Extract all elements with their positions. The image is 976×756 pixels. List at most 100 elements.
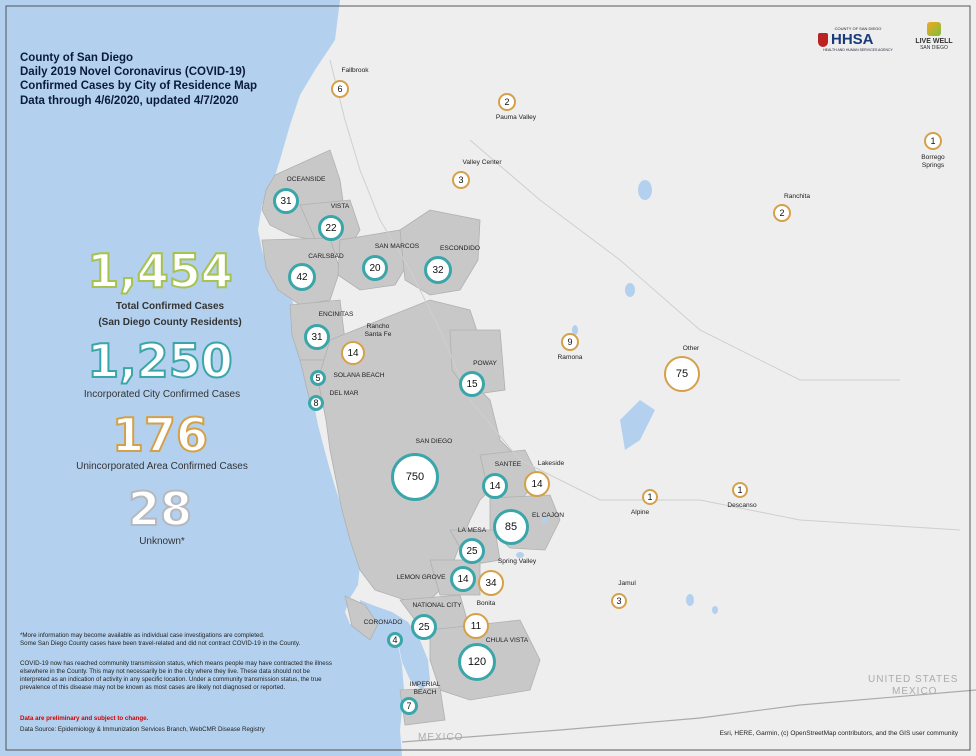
label-mexico: MEXICO [892,686,937,697]
footnote-2: Some San Diego County cases have been tr… [20,640,340,648]
case-bubble-encinitas: 31 [304,324,330,350]
place-label-rancho-santa-fe: Rancho Santa Fe [358,323,398,339]
total-cases-value: 1,454 [60,244,260,298]
case-count: 31 [311,332,322,343]
place-label-spring-valley: Spring Valley [477,558,557,565]
case-count: 11 [471,621,481,632]
case-count: 1 [930,136,935,146]
place-label-solana-beach: SOLANA BEACH [319,372,399,379]
place-label-la-mesa: LA MESA [432,527,512,534]
place-label-oceanside: OCEANSIDE [266,176,346,183]
place-label-lemon-grove: LEMON GROVE [381,574,461,581]
case-count: 14 [531,479,542,490]
case-count: 3 [616,596,621,606]
case-bubble-santee: 14 [482,473,508,499]
hhsa-logo-sub: HEALTH AND HUMAN SERVICES AGENCY [818,48,898,52]
place-label-alpine: Alpine [600,509,680,516]
case-bubble-fallbrook: 6 [331,80,349,98]
map-attribution: Esri, HERE, Garmin, (c) OpenStreetMap co… [720,730,958,737]
case-bubble-jamul: 3 [611,593,627,609]
case-count: 3 [458,175,463,185]
case-count: 25 [466,546,477,557]
place-label-ramona: Ramona [530,354,610,361]
place-label-bonita: Bonita [446,600,526,607]
place-label-carlsbad: CARLSBAD [286,253,366,260]
unincorporated-cases-value: 176 [60,408,260,462]
place-label-escondido: ESCONDIDO [420,245,500,252]
title-line-4: Data through 4/6/2020, updated 4/7/2020 [20,95,239,107]
place-label-del-mar: DEL MAR [304,390,384,397]
hhsa-logo: COUNTY OF SAN DIEGO HHSA HEALTH AND HUMA… [818,26,898,52]
case-count: 20 [369,263,380,274]
case-bubble-lakeside: 14 [524,471,550,497]
footnote-1: *More information may become available a… [20,632,340,640]
place-label-vista: VISTA [300,203,380,210]
case-bubble-other: 75 [664,356,700,392]
title-line-1: County of San Diego [20,52,133,64]
case-count: 9 [567,337,572,347]
case-count: 14 [489,481,500,492]
case-count: 2 [779,208,784,218]
label-mexico-bottom: MEXICO [418,732,463,743]
place-label-lakeside: Lakeside [511,460,591,467]
case-bubble-valley-center: 3 [452,171,470,189]
case-bubble-vista: 22 [318,215,344,241]
case-count: 1 [737,485,742,495]
unknown-cases-caption: Unknown* [52,536,272,547]
case-count: 120 [468,656,486,668]
case-bubble-imperial-beach: 7 [400,697,418,715]
footnote-red: Data are preliminary and subject to chan… [20,715,340,723]
total-cases-caption-sub: (San Diego County Residents) [60,317,280,328]
case-bubble-ranchita: 2 [773,204,791,222]
place-label-pauma-valley: Pauma Valley [476,114,556,121]
incorporated-cases-caption: Incorporated City Confirmed Cases [52,389,272,400]
case-bubble-coronado: 4 [387,632,403,648]
case-count: 34 [485,578,496,589]
case-bubble-escondido: 32 [424,256,452,284]
livewell-icon [927,22,941,36]
title-line-3: Confirmed Cases by City of Residence Map [20,80,257,92]
case-count: 22 [325,223,336,234]
shield-icon [818,33,828,47]
map-frame: County of San Diego Daily 2019 Novel Cor… [0,0,976,756]
case-bubble-oceanside: 31 [273,188,299,214]
case-bubble-pauma-valley: 2 [498,93,516,111]
case-count: 6 [337,84,342,94]
case-count: 7 [406,701,411,711]
livewell-text: LIVE WELL [910,38,958,45]
livewell-sub: SAN DIEGO [910,45,958,51]
hhsa-logo-text: HHSA [831,31,874,48]
case-count: 15 [466,379,477,390]
unincorporated-cases-caption: Unincorporated Area Confirmed Cases [52,461,272,472]
case-bubble-spring-valley: 34 [478,570,504,596]
case-bubble-chula-vista: 120 [458,643,496,681]
place-label-valley-center: Valley Center [442,159,522,166]
case-bubble-rancho-santa-fe: 14 [341,341,365,365]
footnote-3: COVID-19 now has reached community trans… [20,660,340,692]
case-count: 42 [296,272,307,283]
case-bubble-carlsbad: 42 [288,263,316,291]
place-label-poway: POWAY [445,360,525,367]
case-bubble-descanso: 1 [732,482,748,498]
case-count: 4 [392,635,397,645]
case-bubble-san-marcos: 20 [362,255,388,281]
livewell-logo: LIVE WELL SAN DIEGO [910,22,958,51]
unknown-cases-value: 28 [60,482,260,536]
place-label-descanso: Descanso [702,502,782,509]
case-bubble-national-city: 25 [411,614,437,640]
case-count: 75 [676,368,688,380]
total-cases-caption: Total Confirmed Cases [60,301,280,312]
case-bubble-poway: 15 [459,371,485,397]
case-count: 14 [347,348,358,359]
place-label-other: Other [651,345,731,352]
place-label-jamul: Jamul [587,580,667,587]
label-united-states: UNITED STATES [868,674,958,685]
case-count: 1 [647,492,652,502]
place-label-coronado: CORONADO [343,619,423,626]
case-count: 31 [280,196,291,207]
case-bubble-borrego-springs: 1 [924,132,942,150]
case-bubble-alpine: 1 [642,489,658,505]
case-bubble-san-diego: 750 [391,453,439,501]
title-line-2: Daily 2019 Novel Coronavirus (COVID-19) [20,66,246,78]
place-label-fallbrook: Fallbrook [315,67,395,74]
